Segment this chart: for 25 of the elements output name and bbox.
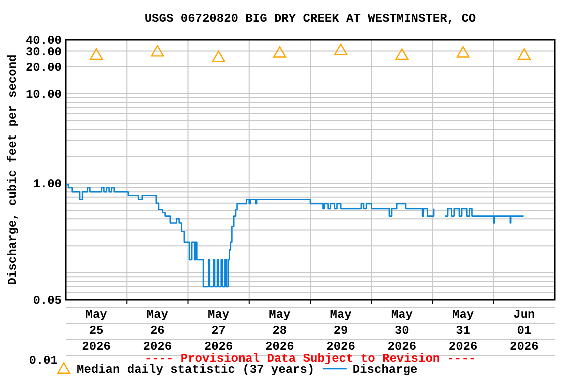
y-axis-title: Discharge, cubic feet per second: [6, 54, 20, 286]
point: [396, 48, 409, 60]
point: [456, 46, 470, 58]
legend-label: Median daily statistic (37 years): [77, 363, 315, 377]
y-tick-label: 0.05: [33, 294, 62, 308]
point: [151, 45, 164, 57]
x-tick-label: May 30 2026: [388, 308, 417, 354]
legend-label: Discharge: [352, 363, 418, 377]
x-tick-label: May 26 2026: [143, 308, 172, 354]
point: [212, 50, 226, 62]
point: [334, 44, 348, 56]
x-tick-label: May 25 2026: [82, 308, 111, 354]
point: [90, 48, 104, 60]
x-tick-label: May 31 2026: [448, 308, 478, 354]
x-tick-label: May 27 2026: [204, 308, 234, 354]
x-tick-label: May 29 2026: [326, 308, 356, 354]
y-tick-label: 20.00: [26, 61, 62, 76]
point: [273, 46, 286, 58]
chart-title: USGS 06720820 BIG DRY CREEK AT WESTMINSTER, CO: [144, 12, 476, 26]
y-tick-label: 1.00: [33, 178, 62, 192]
point: [518, 48, 531, 60]
text: 0.01: [29, 354, 58, 368]
y-tick-label: 10.00: [26, 88, 62, 102]
x-tick-label: May 28 2026: [266, 308, 294, 354]
x-tick-label: Jun 01 2026: [510, 308, 539, 354]
